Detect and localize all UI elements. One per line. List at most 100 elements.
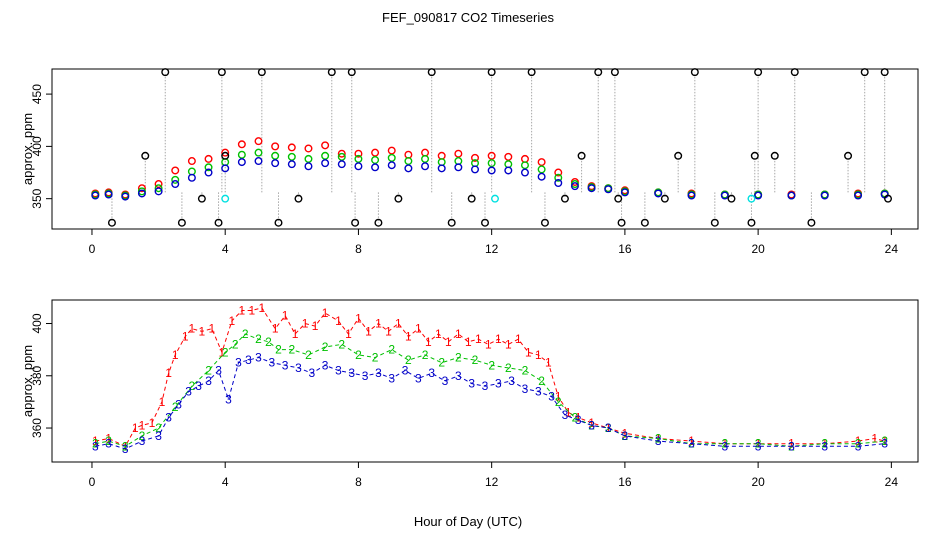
top-series-4-point [374,218,383,227]
bottom-series-1-point: 1 [525,345,532,359]
bottom-series-1-point: 1 [415,322,422,336]
bottom-series-1-point: 1 [182,330,189,344]
bottom-series-2-point: 2 [205,364,212,378]
top-series-3-point [604,185,613,194]
bottom-series-1-point: 1 [219,345,226,359]
bottom-series-1-point: 1 [345,327,352,341]
top-series-3-point [787,191,796,200]
bottom-series-1-point: 1 [545,356,552,370]
bottom-series-3-point: 3 [295,361,302,375]
top-series-2-point [337,152,346,161]
bottom-series-2-point: 2 [505,361,512,375]
bottom-series-1-point: 1 [302,317,309,331]
bottom-series-3-point: 3 [122,442,129,456]
top-series-4-point [710,218,719,227]
bottom-series-1-point: 1 [105,431,112,445]
bottom-series-1-point: 1 [258,301,265,315]
top-series-4-point [674,151,683,160]
bottom-series-1-point: 1 [132,421,139,435]
top-series-4-point [161,68,170,77]
top-x-tick-label: 8 [355,242,362,256]
bottom-series-3-point: 3 [755,439,762,453]
top-series-2-point [171,175,180,184]
top-series-4-point [107,218,116,227]
bottom-series-3-point: 3 [548,390,555,404]
top-series-1-point [387,146,396,155]
top-series-4-point [727,194,736,203]
top-series-3-point [754,191,763,200]
bottom-series-3-point: 3 [721,439,728,453]
bottom-series-3-point: 3 [442,374,449,388]
top-x-tick-label: 24 [885,242,899,256]
bottom-series-2-line [95,333,885,447]
bottom-series-1-point: 1 [249,303,256,317]
bottom-series-2-point: 2 [189,379,196,393]
bottom-series-1-point: 1 [495,332,502,346]
bottom-series-1-point: 1 [475,332,482,346]
bottom-series-1-point: 1 [505,337,512,351]
top-series-2-point [204,163,213,172]
bottom-series-1-point: 1 [535,348,542,362]
bottom-series-2-point: 2 [522,364,529,378]
top-series-1-point [221,148,230,157]
bottom-series-1-point: 1 [485,337,492,351]
top-series-5-point [490,194,499,203]
top-series-4-point [754,68,763,77]
bottom-series-3-point: 3 [335,364,342,378]
bottom-series-3-point: 3 [855,439,862,453]
top-series-3-point [354,162,363,171]
top-series-1-point [271,142,280,151]
bottom-series-2-point: 2 [622,429,629,443]
top-series-5-point [747,194,756,203]
bottom-series-2-point: 2 [721,437,728,451]
top-series-1-point [137,184,146,193]
bottom-series-1-point: 1 [565,405,572,419]
top-series-4-point [447,218,456,227]
bottom-series-1-point: 1 [455,327,462,341]
x-axis-label: Hour of Day (UTC) [414,514,522,529]
bottom-series-2-point: 2 [388,343,395,357]
bottom-series-3-point: 3 [428,366,435,380]
bottom-series-1-point: 1 [189,322,196,336]
bottom-series-1-point: 1 [405,330,412,344]
top-series-3-point [304,162,313,171]
bottom-series-3-point: 3 [415,371,422,385]
top-series-3-point [620,188,629,197]
bottom-x-tick-label: 4 [222,475,229,489]
bottom-series-1-line [95,307,885,447]
bottom-series-2-point: 2 [242,327,249,341]
bottom-series-2-point: 2 [372,350,379,364]
top-panel: 0 4 8 12 16 20 24 350 400 450 approx. ppm [20,68,919,256]
bottom-series-1-point: 1 [688,434,695,448]
bottom-series-1-point: 1 [855,434,862,448]
bottom-series-1-point: 1 [355,311,362,325]
top-series-2-point [421,154,430,163]
top-series-1-point [154,180,163,189]
bottom-series-3-point: 3 [495,377,502,391]
bottom-series-1-point: 1 [335,314,342,328]
bottom-series-2-point: 2 [265,335,272,349]
bottom-series-1-point: 1 [871,431,878,445]
top-series-2-point [154,184,163,193]
top-series-5-point [221,194,230,203]
top-series-3-point [91,191,100,200]
bottom-series-3-point: 3 [482,379,489,393]
top-series-1-point [187,157,196,166]
top-series-4-point [487,68,496,77]
bottom-series-1-point: 1 [139,418,146,432]
bottom-series-1-point: 1 [622,426,629,440]
bottom-series-3-point: 3 [588,418,595,432]
bottom-series-1-point: 1 [435,327,442,341]
bottom-series-1-point: 1 [229,314,236,328]
top-series-3-point [454,163,463,172]
top-series-1-point [371,148,380,157]
bottom-series-3-point: 3 [245,353,252,367]
bottom-series-1-point: 1 [555,390,562,404]
bottom-series-3-point: 3 [225,392,232,406]
bottom-series-3-point: 3 [655,434,662,448]
top-series-1-point [354,149,363,158]
bottom-series-3-line [95,356,885,450]
top-y-axis-label: approx. ppm [20,113,35,185]
top-series-2-point [254,148,263,157]
